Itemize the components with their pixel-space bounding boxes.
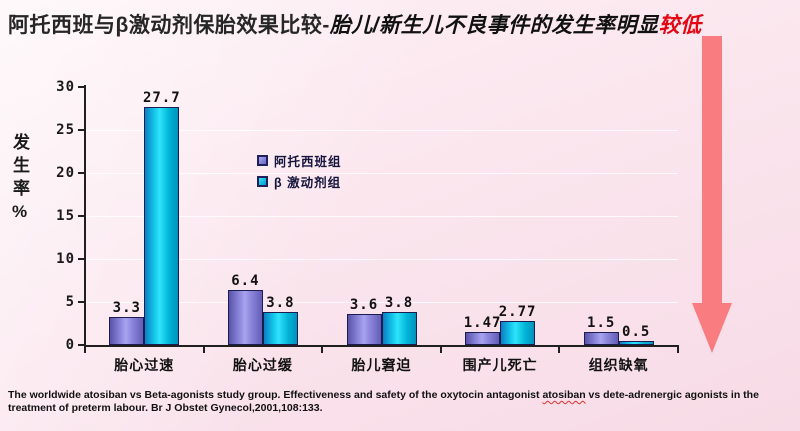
chart-legend: 阿托西班组 β 激动剂组 bbox=[257, 150, 342, 192]
bar bbox=[500, 321, 536, 345]
x-tick-mark bbox=[677, 347, 679, 353]
down-arrow-head bbox=[692, 303, 732, 353]
bar bbox=[346, 314, 382, 345]
x-category-label: 胎心过速 bbox=[114, 357, 175, 373]
bar bbox=[109, 317, 145, 345]
down-arrow-icon bbox=[692, 36, 732, 353]
reference-citation: The worldwide atosiban vs Beta-agonists … bbox=[8, 389, 794, 415]
bar-value-label: 3.8 bbox=[266, 295, 295, 311]
legend-swatch-purple-icon bbox=[257, 155, 268, 166]
slide-title: 阿托西班与β激动剂保胎效果比较-胎儿/新生儿不良事件的发生率明显较低 bbox=[8, 9, 702, 39]
bar bbox=[465, 332, 501, 345]
y-tick-mark bbox=[78, 215, 85, 217]
y-tick-mark bbox=[78, 258, 85, 260]
bar bbox=[262, 312, 298, 345]
bar-value-label: 1.5 bbox=[587, 315, 616, 331]
gridline bbox=[86, 173, 678, 174]
y-tick-label: 30 bbox=[56, 79, 75, 95]
bar-value-label: 6.4 bbox=[231, 273, 260, 289]
gridline bbox=[86, 259, 678, 260]
bar bbox=[227, 290, 263, 345]
x-axis-line bbox=[84, 345, 679, 347]
x-tick-mark bbox=[558, 347, 561, 353]
slide-title-highlight: 较低 bbox=[658, 14, 702, 37]
citation-text-before: The worldwide atosiban vs Beta-agonists … bbox=[8, 389, 543, 401]
bar-value-label: 27.7 bbox=[142, 90, 181, 106]
y-tick-mark bbox=[78, 172, 85, 174]
bar bbox=[381, 312, 417, 345]
bar bbox=[583, 332, 619, 345]
citation-flagged-word: atosiban bbox=[542, 389, 586, 401]
bar-value-label: 0.5 bbox=[622, 324, 651, 340]
y-tick-mark bbox=[78, 129, 85, 131]
x-category-label: 胎心过缓 bbox=[232, 357, 293, 373]
gridline bbox=[86, 130, 678, 131]
x-tick-mark bbox=[202, 347, 205, 353]
slide-title-plain: 阿托西班与β激动剂保胎效果比较- bbox=[8, 14, 330, 37]
bar-value-label: 2.77 bbox=[498, 304, 537, 320]
x-category-label: 组织缺氧 bbox=[588, 357, 649, 373]
y-tick-label: 20 bbox=[56, 165, 75, 181]
y-tick-mark bbox=[78, 86, 85, 88]
bar-value-label: 3.8 bbox=[384, 295, 414, 311]
legend-item-atosiban: 阿托西班组 bbox=[257, 150, 342, 171]
x-tick-mark bbox=[84, 347, 86, 353]
y-tick-label: 5 bbox=[65, 294, 75, 310]
y-tick-label: 10 bbox=[56, 251, 75, 267]
y-tick-mark bbox=[78, 301, 85, 303]
x-tick-mark bbox=[439, 347, 442, 353]
bar-value-label: 3.6 bbox=[349, 297, 379, 313]
x-category-label: 围产儿死亡 bbox=[462, 357, 538, 373]
gridline bbox=[86, 302, 678, 303]
legend-swatch-cyan-icon bbox=[257, 176, 268, 187]
x-category-label: 胎儿窘迫 bbox=[351, 357, 412, 373]
y-tick-mark bbox=[78, 344, 85, 346]
legend-label-atosiban: 阿托西班组 bbox=[274, 155, 342, 169]
y-axis-title: 发生率% bbox=[10, 133, 29, 227]
y-tick-label: 25 bbox=[56, 122, 75, 138]
gridline bbox=[86, 216, 678, 217]
y-axis-line bbox=[84, 85, 86, 347]
bar bbox=[618, 341, 654, 345]
legend-item-beta-agonist: β 激动剂组 bbox=[257, 171, 342, 192]
y-tick-label: 0 bbox=[65, 337, 75, 353]
bar-value-label: 1.47 bbox=[463, 315, 502, 331]
bar-value-label: 3.3 bbox=[112, 300, 141, 316]
y-tick-label: 15 bbox=[56, 208, 75, 224]
bar bbox=[144, 107, 180, 345]
citation-text-after: vs dete-adrenergic agonists in the treat… bbox=[8, 389, 759, 414]
down-arrow-shaft bbox=[702, 36, 722, 303]
legend-label-beta-agonist: β 激动剂组 bbox=[274, 176, 342, 190]
slide-title-italic: 胎儿/新生儿不良事件的发生率明显 bbox=[329, 14, 659, 37]
x-tick-mark bbox=[321, 347, 324, 353]
